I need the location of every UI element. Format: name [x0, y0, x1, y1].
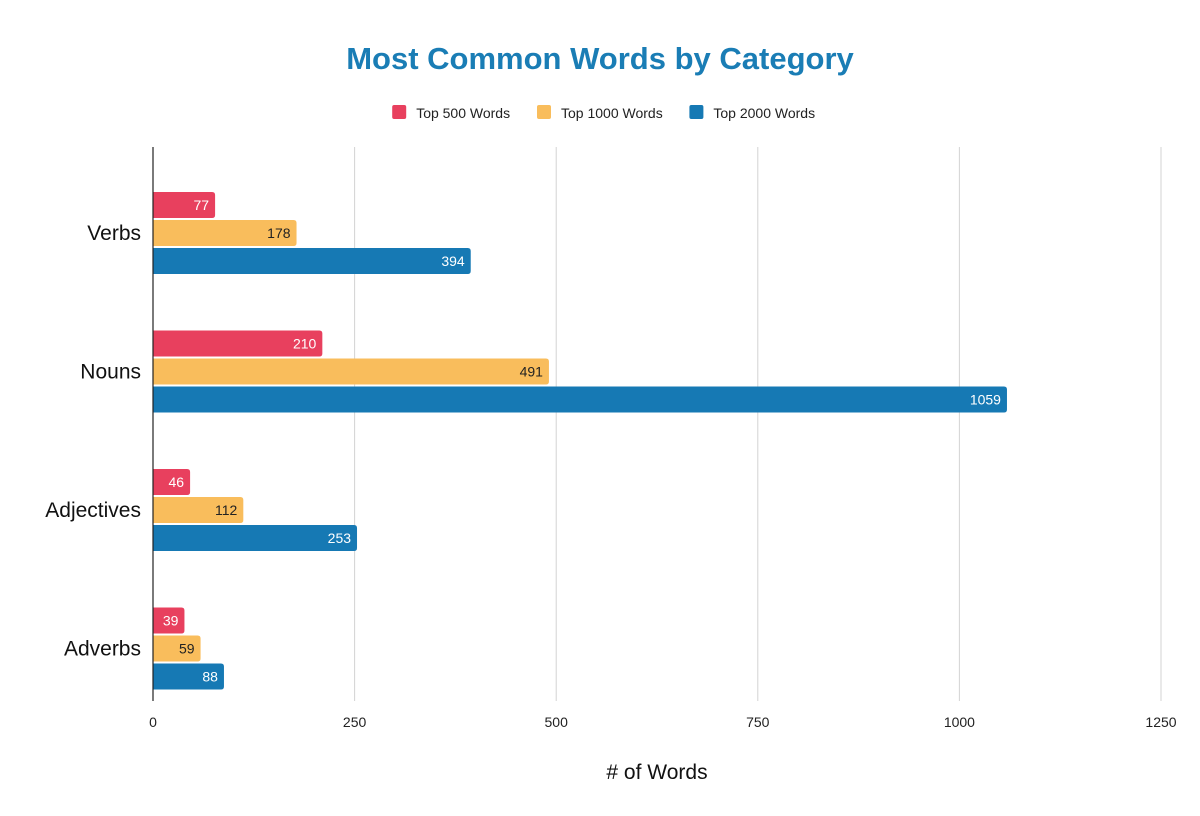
category-label: Adjectives	[45, 499, 141, 522]
x-tick-labels: 0 250 500 750 1000 1250	[149, 714, 1177, 730]
chart-title: Most Common Words by Category	[346, 41, 854, 76]
data-label: 46	[169, 474, 185, 490]
category-label: Adverbs	[64, 638, 141, 661]
x-tick-label: 1250	[1145, 714, 1176, 730]
category-labels: Verbs Nouns Adjectives Adverbs	[45, 222, 141, 661]
legend-item: Top 1000 Words	[537, 105, 663, 121]
data-label: 491	[520, 364, 544, 380]
legend-swatch	[392, 105, 407, 119]
bar	[153, 192, 216, 218]
bar	[153, 386, 1007, 413]
data-label: 394	[441, 253, 465, 269]
bar	[153, 607, 185, 634]
x-tick-label: 750	[746, 714, 770, 730]
legend-label: Top 1000 Words	[561, 105, 663, 121]
x-axis-title: # of Words	[606, 761, 707, 784]
legend-label: Top 500 Words	[416, 105, 510, 121]
bar	[153, 525, 358, 551]
category-label: Nouns	[80, 361, 141, 384]
bar	[153, 248, 471, 274]
category-label: Verbs	[87, 222, 141, 245]
legend-item: Top 2000 Words	[689, 105, 815, 121]
data-label: 178	[267, 225, 291, 241]
bar	[153, 358, 549, 385]
data-label: 112	[215, 502, 238, 518]
legend-label: Top 2000 Words	[713, 105, 815, 121]
legend-item: Top 500 Words	[392, 105, 510, 121]
data-label: 59	[179, 641, 195, 657]
data-label: 77	[194, 197, 210, 213]
x-tick-label: 250	[343, 714, 367, 730]
legend-swatch	[689, 105, 704, 119]
x-tick-label: 500	[545, 714, 569, 730]
gridlines	[354, 147, 1162, 701]
data-label: 253	[328, 530, 352, 546]
bar	[153, 220, 297, 246]
data-label: 88	[202, 669, 218, 685]
bar	[153, 635, 201, 662]
legend: Top 500 Words Top 1000 Words Top 2000 Word…	[392, 105, 815, 121]
data-label: 39	[163, 613, 179, 629]
bar	[153, 663, 224, 690]
data-label: 210	[293, 336, 317, 352]
legend-swatch	[537, 105, 551, 119]
bar	[153, 469, 191, 495]
bar	[153, 497, 244, 523]
x-tick-label: 1000	[944, 714, 975, 730]
bars	[153, 192, 1007, 690]
bar	[153, 330, 323, 357]
data-label: 1059	[970, 392, 1001, 408]
x-tick-label: 0	[149, 714, 157, 730]
